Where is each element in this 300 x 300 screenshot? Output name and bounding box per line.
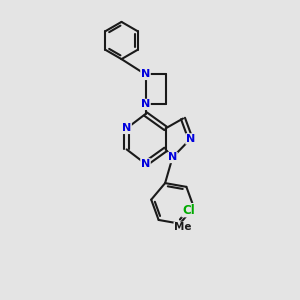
Text: N: N (186, 134, 195, 144)
Text: N: N (141, 159, 150, 169)
Text: N: N (168, 152, 177, 163)
Text: Me: Me (174, 222, 192, 232)
Text: N: N (122, 123, 131, 134)
Text: Cl: Cl (182, 204, 195, 217)
Text: N: N (141, 69, 150, 80)
Text: N: N (141, 99, 150, 110)
